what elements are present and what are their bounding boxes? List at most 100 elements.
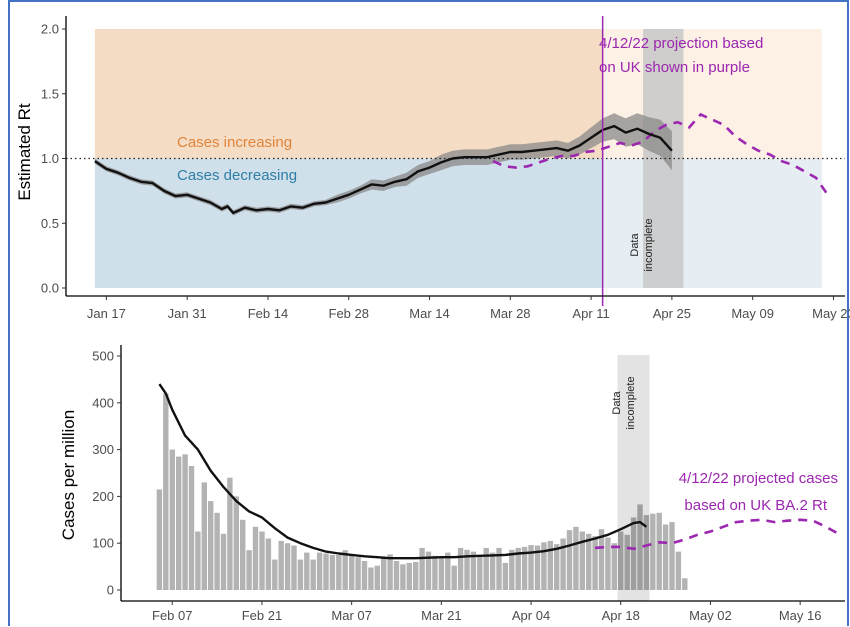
case-bar <box>637 504 642 590</box>
y-tick-label: 400 <box>92 395 114 410</box>
case-bar <box>657 513 662 590</box>
y-tick-label: 1.5 <box>41 86 59 101</box>
case-bar <box>605 538 610 590</box>
case-bar <box>631 518 636 591</box>
case-bar <box>407 563 412 590</box>
case-bar <box>304 553 309 590</box>
case-bar <box>484 548 489 590</box>
case-bar <box>612 543 617 590</box>
case-bar <box>202 482 207 590</box>
y-tick-label: 0 <box>107 583 114 598</box>
y-tick-label: 100 <box>92 536 114 551</box>
cases-decreasing-label: Cases decreasing <box>177 167 297 184</box>
cases-increasing-label: Cases increasing <box>177 134 292 151</box>
x-tick-label: Mar 28 <box>490 306 530 321</box>
case-bar <box>157 489 162 590</box>
y-tick-label: 300 <box>92 442 114 457</box>
case-bar <box>541 542 546 590</box>
case-bar <box>330 555 335 590</box>
y-ticks: 0 100 200 300 400 500 <box>92 349 121 598</box>
x-tick-label: Mar 07 <box>331 608 371 623</box>
case-bar <box>246 550 251 590</box>
incomplete-label-line1: Data <box>611 391 623 415</box>
case-bar <box>285 543 290 590</box>
case-bar <box>240 520 245 590</box>
case-bar <box>490 553 495 590</box>
increase-band <box>95 29 603 159</box>
x-tick-label: Apr 18 <box>602 608 640 623</box>
projection-band-lower <box>603 159 822 289</box>
projected-cases-note-line1: 4/12/22 projected cases <box>679 470 838 487</box>
case-bar <box>394 561 399 590</box>
case-bar <box>349 556 354 590</box>
case-bar <box>368 568 373 591</box>
case-bar <box>413 562 418 590</box>
x-tick-label: May 09 <box>731 306 774 321</box>
case-bar <box>452 566 457 590</box>
case-bar <box>477 556 482 590</box>
case-bar <box>586 534 591 590</box>
case-bar <box>343 550 348 590</box>
case-bar <box>387 554 392 590</box>
case-bar <box>663 525 668 591</box>
x-tick-label: Apr 04 <box>512 608 550 623</box>
x-tick-label: Feb 21 <box>242 608 282 623</box>
case-bar <box>669 522 674 590</box>
case-bar <box>279 541 284 590</box>
projection-note-line2: on UK shown in purple <box>599 59 750 76</box>
case-bar <box>317 553 322 590</box>
case-bar <box>432 556 437 590</box>
case-bars <box>157 393 688 590</box>
case-bar <box>554 544 559 590</box>
case-bar <box>381 557 386 590</box>
case-bar <box>439 557 444 590</box>
y-axis-label: Estimated Rt <box>15 103 34 201</box>
cases-panel: 0 100 200 300 400 500 Feb 07 Feb 21 Mar 07 Mar 2… <box>59 345 845 623</box>
y-tick-label: 0.5 <box>41 216 59 231</box>
case-bar <box>509 550 514 590</box>
x-ticks: Feb 07 Feb 21 Mar 07 Mar 21 Apr 04 Apr 18 May … <box>152 601 821 623</box>
case-bar <box>458 548 463 590</box>
case-bar <box>311 560 316 590</box>
y-tick-label: 200 <box>92 489 114 504</box>
case-bar <box>189 466 194 590</box>
case-bar <box>266 539 271 591</box>
rt-panel: 0.0 0.5 1.0 1.5 2.0 Jan 17 Jan 31 Feb 14 Feb 28… <box>15 16 850 321</box>
case-bar <box>170 450 175 590</box>
projection-note-line1: 4/12/22 projection based <box>599 35 763 52</box>
case-bar <box>625 535 630 590</box>
case-bar <box>214 513 219 590</box>
case-bar <box>592 536 597 590</box>
x-tick-label: May 02 <box>689 608 732 623</box>
case-bar <box>355 557 360 590</box>
y-ticks: 0.0 0.5 1.0 1.5 2.0 <box>41 22 66 296</box>
case-bar <box>163 393 168 590</box>
case-bar <box>323 554 328 591</box>
case-bar <box>400 564 405 590</box>
x-tick-label: Mar 14 <box>409 306 449 321</box>
y-axis-label: Cases per million <box>59 410 78 540</box>
case-bar <box>253 527 258 590</box>
y-tick-label: 2.0 <box>41 22 59 37</box>
case-bar <box>650 514 655 590</box>
case-bar <box>573 527 578 590</box>
case-bar <box>618 532 623 591</box>
case-bar <box>336 555 341 590</box>
case-bar <box>182 454 187 590</box>
case-bar <box>471 552 476 590</box>
projected-cases-note-line2: based on UK BA.2 Rt <box>684 497 827 514</box>
case-bar <box>375 566 380 590</box>
y-tick-label: 500 <box>92 349 114 364</box>
x-tick-label: Feb 14 <box>248 306 288 321</box>
x-ticks: Jan 17 Jan 31 Feb 14 Feb 28 Mar 14 Mar 28 Apr … <box>87 296 850 321</box>
case-bar <box>234 496 239 590</box>
case-bar <box>548 541 553 590</box>
case-bar <box>676 552 681 590</box>
case-bar <box>682 578 687 590</box>
case-bar <box>419 548 424 590</box>
x-tick-label: Apr 25 <box>653 306 691 321</box>
case-bar <box>208 501 213 590</box>
x-tick-label: May 16 <box>779 608 822 623</box>
x-tick-label: Jan 17 <box>87 306 126 321</box>
y-tick-label: 0.0 <box>41 281 59 296</box>
